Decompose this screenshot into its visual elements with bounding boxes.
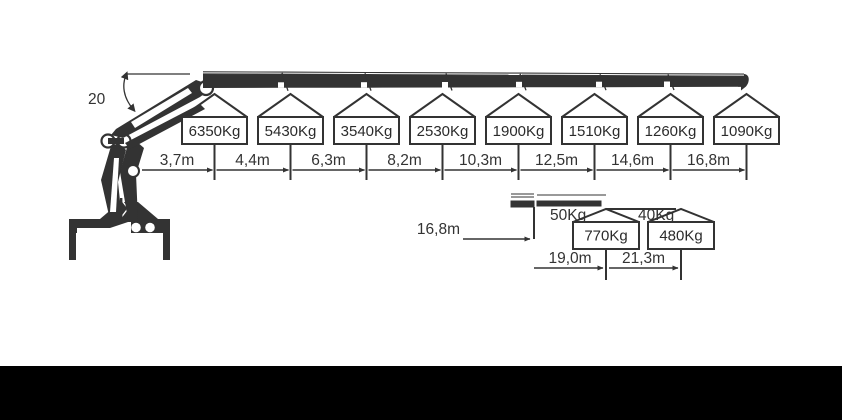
svg-text:19,0m: 19,0m [548,250,591,267]
svg-text:8,2m: 8,2m [387,152,421,169]
svg-text:14,6m: 14,6m [611,152,654,169]
svg-text:16,8m: 16,8m [687,152,730,169]
svg-text:4,4m: 4,4m [235,152,269,169]
svg-text:10,3m: 10,3m [459,152,502,169]
svg-text:20: 20 [88,91,106,108]
svg-text:2530Kg: 2530Kg [417,123,469,140]
svg-text:1260Kg: 1260Kg [645,123,697,140]
svg-text:3540Kg: 3540Kg [341,123,393,140]
svg-text:480Kg: 480Kg [659,228,702,245]
svg-text:6350Kg: 6350Kg [189,123,241,140]
svg-text:12,5m: 12,5m [535,152,578,169]
svg-text:1510Kg: 1510Kg [569,123,621,140]
svg-text:6,3m: 6,3m [311,152,345,169]
svg-text:3,7m: 3,7m [160,152,194,169]
svg-text:1900Kg: 1900Kg [493,123,545,140]
svg-text:5430Kg: 5430Kg [265,123,317,140]
svg-text:21,3m: 21,3m [622,250,665,267]
svg-text:770Kg: 770Kg [584,228,627,245]
svg-text:16,8m: 16,8m [417,221,460,238]
svg-text:1090Kg: 1090Kg [721,123,773,140]
